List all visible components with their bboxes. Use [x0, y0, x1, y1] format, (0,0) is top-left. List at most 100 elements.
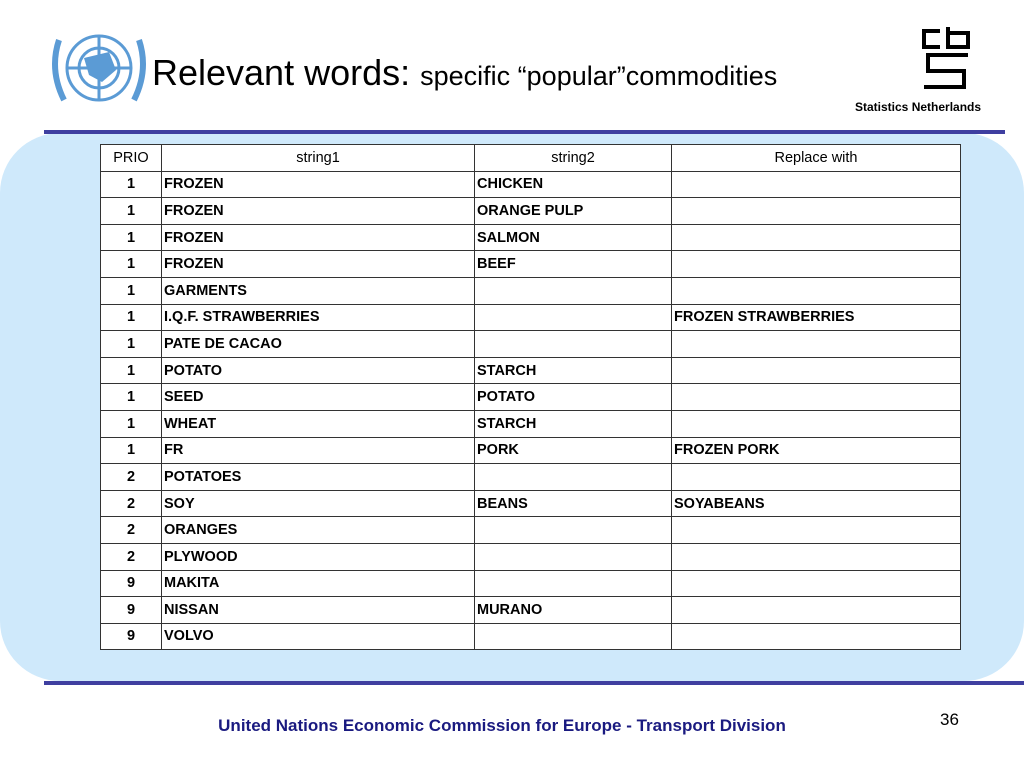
table-cell: BEANS: [474, 489, 672, 518]
table-cell: [474, 303, 672, 332]
table-row: 1 FROZEN SALMON: [100, 223, 961, 252]
header-row: PRIO string1 string2 Replace with: [100, 144, 961, 172]
table-cell: [671, 197, 961, 225]
table-cell: WHEAT: [161, 409, 475, 438]
table-row: 2 POTATOES: [100, 463, 961, 491]
table-row: 9 VOLVO: [100, 622, 961, 651]
table-cell: FROZEN: [161, 197, 475, 225]
column-header: string2: [474, 144, 672, 172]
table-cell: SALMON: [474, 223, 672, 252]
table-cell: GARMENTS: [161, 276, 475, 305]
table-row: 1 PATE DE CACAO: [100, 330, 961, 358]
table-cell: NISSAN: [161, 596, 475, 624]
table-cell: 1: [100, 303, 162, 332]
table-cell: [671, 330, 961, 358]
table-cell: [671, 276, 961, 305]
table-row: 9 MAKITA: [100, 569, 961, 598]
table-cell: STARCH: [474, 356, 672, 385]
table-cell: [671, 223, 961, 252]
table-cell: MAKITA: [161, 569, 475, 598]
table-cell: 9: [100, 596, 162, 624]
table-cell: [474, 516, 672, 544]
table-cell: [671, 516, 961, 544]
table-cell: POTATOES: [161, 463, 475, 491]
table-cell: 9: [100, 569, 162, 598]
table-cell: [474, 569, 672, 598]
slide-title: Relevant words: specific “popular”commod…: [152, 52, 777, 94]
table-cell: FROZEN STRAWBERRIES: [671, 303, 961, 332]
table-cell: 2: [100, 542, 162, 571]
table-row: 1 FR PORK FROZEN PORK: [100, 436, 961, 465]
bottom-rule: [44, 681, 1024, 685]
table-cell: FROZEN: [161, 170, 475, 199]
table-cell: [474, 276, 672, 305]
column-header: Replace with: [671, 144, 961, 172]
table-cell: 1: [100, 330, 162, 358]
table-cell: [474, 622, 672, 651]
table-cell: [671, 569, 961, 598]
table-row: 2 SOY BEANS SOYABEANS: [100, 489, 961, 518]
table-cell: 1: [100, 223, 162, 252]
table-cell: POTATO: [161, 356, 475, 385]
un-logo: [52, 34, 146, 102]
table-cell: [671, 356, 961, 385]
table-row: 1 WHEAT STARCH: [100, 409, 961, 438]
table-cell: [671, 409, 961, 438]
table-cell: PLYWOOD: [161, 542, 475, 571]
footer: United Nations Economic Commission for E…: [218, 716, 786, 735]
table-cell: [474, 542, 672, 571]
table-cell: I.Q.F. STRAWBERRIES: [161, 303, 475, 332]
table-cell: FR: [161, 436, 475, 465]
table-cell: 1: [100, 409, 162, 438]
table-cell: 2: [100, 463, 162, 491]
cbs-logo: [922, 27, 970, 89]
table-cell: [671, 250, 961, 278]
table-cell: [671, 383, 961, 411]
top-rule: [44, 130, 1005, 134]
table-cell: FROZEN: [161, 223, 475, 252]
table-body: 1 FROZEN CHICKEN 1 FROZEN ORANGE PULP 1 FROZEN S…: [100, 170, 961, 651]
table-cell: SOY: [161, 489, 475, 518]
table-cell: CHICKEN: [474, 170, 672, 199]
table-cell: SEED: [161, 383, 475, 411]
table-cell: 1: [100, 197, 162, 225]
table-row: 1 I.Q.F. STRAWBERRIES FROZEN STRAWBERRIES: [100, 303, 961, 332]
table-cell: [671, 622, 961, 651]
table-cell: 1: [100, 250, 162, 278]
table-cell: 9: [100, 622, 162, 651]
table-row: 1 FROZEN BEEF: [100, 250, 961, 278]
table-cell: 1: [100, 436, 162, 465]
table: PRIO string1 string2 Replace with 1 FROZEN CHI…: [100, 144, 961, 651]
table-cell: MURANO: [474, 596, 672, 624]
table-cell: 1: [100, 356, 162, 385]
table-cell: 1: [100, 383, 162, 411]
table-row: 2 ORANGES: [100, 516, 961, 544]
table-cell: 1: [100, 276, 162, 305]
table-cell: [474, 463, 672, 491]
subtitle: specific “popular”commodities: [420, 61, 778, 91]
logo-text: Statistics Netherlands: [855, 100, 982, 114]
table-row: 9 NISSAN MURANO: [100, 596, 961, 624]
table-row: 1 SEED POTATO: [100, 383, 961, 411]
column-header: string1: [161, 144, 475, 172]
table-row: 2 PLYWOOD: [100, 542, 961, 571]
table-cell: VOLVO: [161, 622, 475, 651]
table-cell: [671, 170, 961, 199]
table-cell: [474, 330, 672, 358]
table-cell: 2: [100, 516, 162, 544]
table-cell: [671, 463, 961, 491]
title: Relevant words:: [152, 52, 411, 93]
table-cell: BEEF: [474, 250, 672, 278]
table-row: 1 GARMENTS: [100, 276, 961, 305]
table-cell: ORANGES: [161, 516, 475, 544]
table-cell: SOYABEANS: [671, 489, 961, 518]
table-row: 1 POTATO STARCH: [100, 356, 961, 385]
table-cell: [671, 542, 961, 571]
table-row: 1 FROZEN ORANGE PULP: [100, 197, 961, 225]
table-cell: FROZEN: [161, 250, 475, 278]
column-header: PRIO: [100, 144, 162, 172]
table-cell: FROZEN PORK: [671, 436, 961, 465]
table-cell: STARCH: [474, 409, 672, 438]
table-cell: 2: [100, 489, 162, 518]
